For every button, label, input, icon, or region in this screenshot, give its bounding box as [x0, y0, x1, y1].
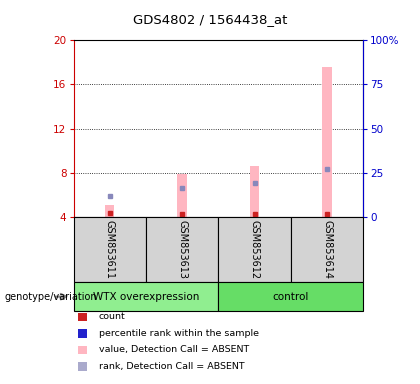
Text: genotype/variation: genotype/variation: [4, 291, 97, 302]
Bar: [105, 205, 114, 217]
Text: value, Detection Call = ABSENT: value, Detection Call = ABSENT: [99, 345, 249, 354]
Text: control: control: [273, 291, 309, 302]
Text: GSM853612: GSM853612: [249, 220, 260, 279]
Text: GSM853613: GSM853613: [177, 220, 187, 279]
Text: GSM853611: GSM853611: [105, 220, 115, 279]
Text: WTX overexpression: WTX overexpression: [93, 291, 199, 302]
Text: percentile rank within the sample: percentile rank within the sample: [99, 329, 259, 338]
Text: count: count: [99, 312, 126, 321]
Text: GSM853614: GSM853614: [322, 220, 332, 279]
Bar: [178, 174, 187, 217]
Text: GDS4802 / 1564438_at: GDS4802 / 1564438_at: [133, 13, 287, 26]
Bar: [250, 166, 259, 217]
Bar: [323, 67, 332, 217]
Text: rank, Detection Call = ABSENT: rank, Detection Call = ABSENT: [99, 362, 244, 371]
